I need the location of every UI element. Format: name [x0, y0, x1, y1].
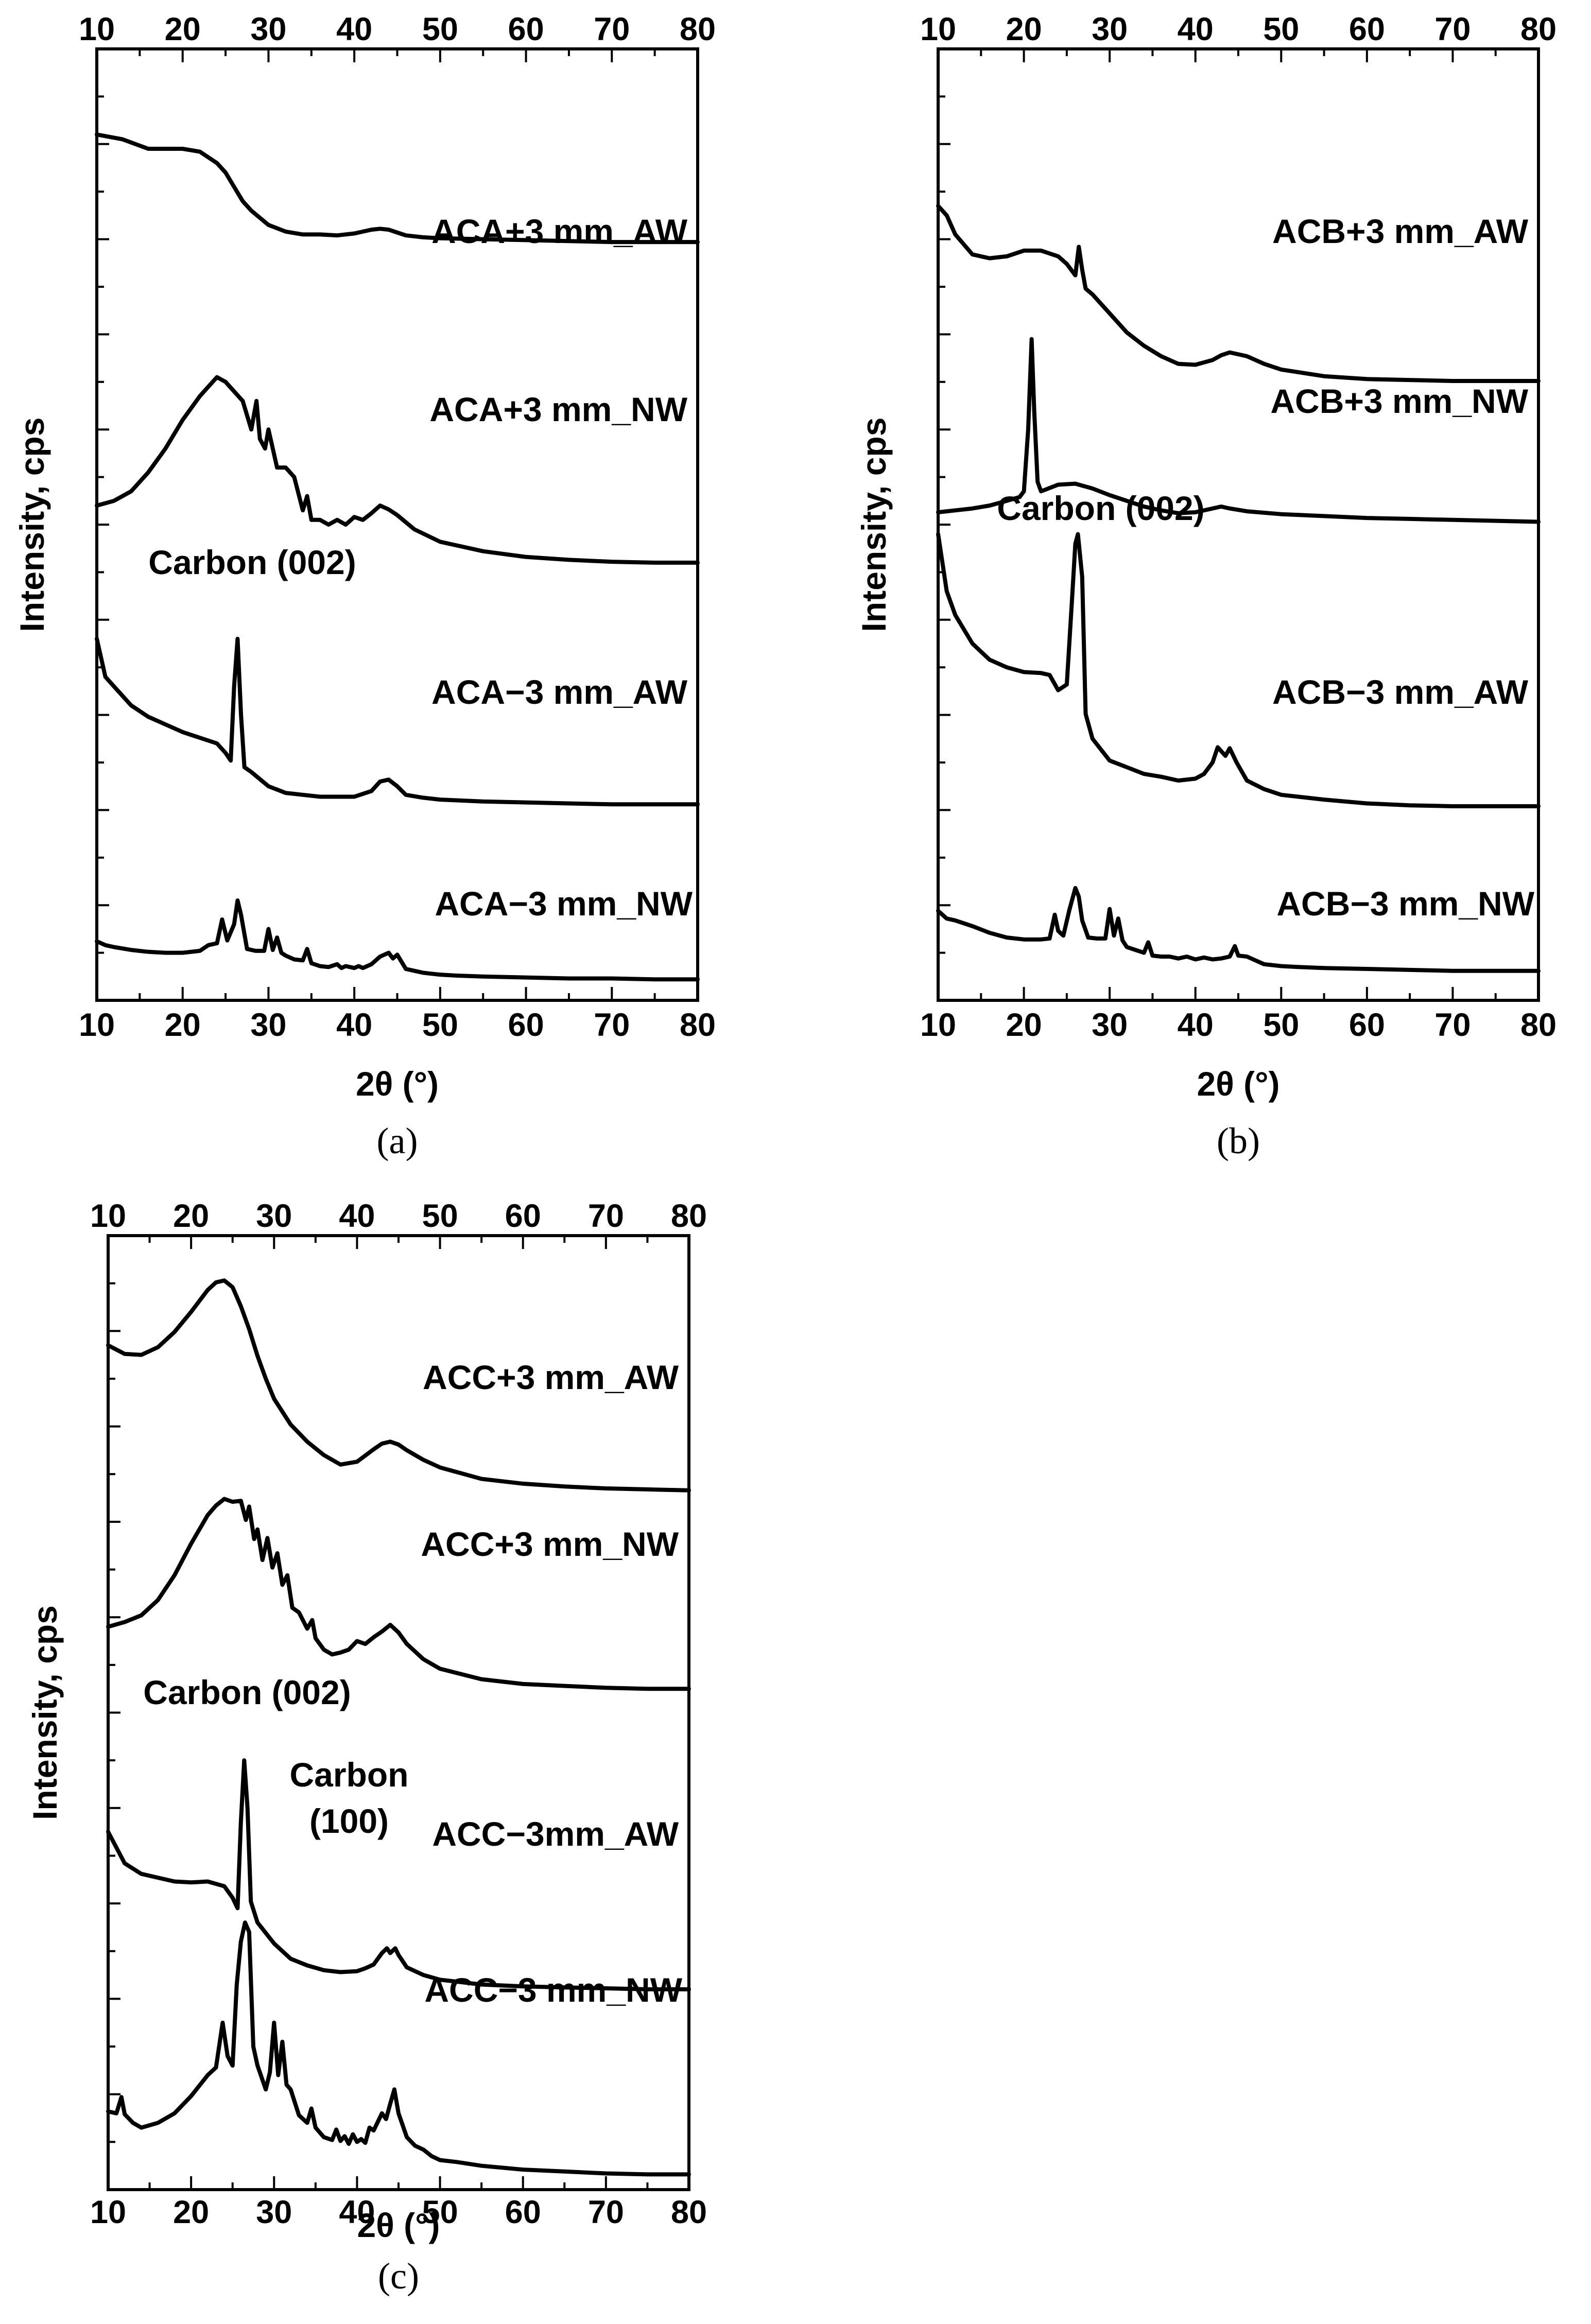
- series-label: ACA+3 mm_AW: [431, 212, 688, 250]
- series-label: ACA+3 mm_NW: [429, 390, 687, 428]
- series-line: [95, 132, 700, 245]
- x-tick-label-top: 40: [336, 11, 372, 47]
- panel-c: 10 10 20 20 30 30 40 40 50 50 60 60 70 70 80 80 2θ (°) In…: [26, 1198, 707, 2297]
- x-tick-label-bottom: 50: [1263, 1007, 1299, 1043]
- panel-label: (c): [378, 2256, 419, 2297]
- x-axis-title: 2θ (°): [356, 1065, 439, 1103]
- y-axis-title: Intensity, cps: [26, 1605, 64, 1820]
- x-tick-label-top: 40: [1178, 11, 1214, 47]
- series-label: ACB+3 mm_AW: [1272, 212, 1529, 250]
- x-tick-label-bottom: 10: [920, 1007, 956, 1043]
- panel-label: (b): [1217, 1120, 1260, 1161]
- x-tick-label-bottom: 20: [173, 2194, 209, 2230]
- y-axis-title: Intensity, cps: [855, 418, 893, 632]
- peak-annotation: Carbon (002): [997, 489, 1204, 527]
- x-tick-label-bottom: 30: [256, 2194, 292, 2230]
- x-tick-label-bottom: 60: [505, 2194, 541, 2230]
- series-line: [106, 1920, 691, 2177]
- x-tick-label-top: 20: [165, 11, 201, 47]
- peak-annotation: (100): [309, 1802, 389, 1840]
- series-label: ACB−3 mm_AW: [1272, 673, 1529, 711]
- x-tick-label-bottom: 60: [508, 1007, 544, 1043]
- x-tick-label-bottom: 20: [165, 1007, 201, 1043]
- x-tick-label-top: 20: [1006, 11, 1042, 47]
- series-label: ACC−3 mm_NW: [424, 1971, 682, 2009]
- panel-b: 10 10 20 20 30 30 40 40 50 50 60 60 70 70 80 80 2θ (°) In…: [855, 11, 1557, 1161]
- x-tick-label-top: 50: [422, 1198, 458, 1234]
- x-tick-label-bottom: 30: [250, 1007, 286, 1043]
- x-tick-label-bottom: 40: [339, 2194, 375, 2230]
- series-line: [106, 1758, 691, 1991]
- series-label: ACB−3 mm_NW: [1276, 884, 1534, 923]
- series-line: [936, 886, 1541, 973]
- x-tick-label-bottom: 30: [1092, 1007, 1128, 1043]
- x-tick-label-top: 50: [422, 11, 458, 47]
- series-label: ACB+3 mm_NW: [1270, 382, 1528, 420]
- x-tick-label-bottom: 20: [1006, 1007, 1042, 1043]
- series-label: ACC−3mm_AW: [432, 1815, 679, 1853]
- x-axis-title: 2θ (°): [1197, 1065, 1279, 1103]
- series-line: [95, 636, 700, 807]
- x-tick-label-bottom: 70: [588, 2194, 624, 2230]
- x-tick-label-top: 80: [671, 1198, 707, 1234]
- x-tick-label-top: 70: [588, 1198, 624, 1234]
- plot-frame: [95, 47, 699, 1002]
- x-tick-label-top: 60: [1349, 11, 1385, 47]
- x-tick-label-top: 80: [680, 11, 716, 47]
- x-tick-label-bottom: 40: [336, 1007, 372, 1043]
- x-tick-label-bottom: 80: [671, 2194, 707, 2230]
- peak-annotation: Carbon (002): [143, 1673, 351, 1711]
- x-tick-label-top: 10: [920, 11, 956, 47]
- x-tick-label-top: 30: [250, 11, 286, 47]
- x-tick-label-top: 30: [256, 1198, 292, 1234]
- series-line: [106, 1497, 691, 1691]
- x-tick-label-bottom: 50: [422, 2194, 458, 2230]
- x-tick-label-top: 60: [505, 1198, 541, 1234]
- x-tick-label-top: 50: [1263, 11, 1299, 47]
- series-line: [95, 898, 700, 982]
- series-line: [95, 375, 700, 565]
- series-line: [936, 203, 1541, 383]
- x-tick-label-top: 80: [1520, 11, 1557, 47]
- y-axis-title: Intensity, cps: [13, 418, 51, 632]
- x-tick-label-top: 10: [90, 1198, 126, 1234]
- x-tick-label-bottom: 70: [594, 1007, 630, 1043]
- x-axis-title: 2θ (°): [357, 2206, 440, 2244]
- series-label: ACC+3 mm_NW: [421, 1525, 679, 1563]
- x-tick-label-bottom: 80: [1520, 1007, 1557, 1043]
- x-tick-label-top: 70: [1434, 11, 1471, 47]
- x-tick-label-bottom: 50: [422, 1007, 458, 1043]
- x-tick-label-bottom: 70: [1434, 1007, 1471, 1043]
- x-tick-label-bottom: 40: [1178, 1007, 1214, 1043]
- x-tick-label-top: 40: [339, 1198, 375, 1234]
- x-tick-label-bottom: 10: [90, 2194, 126, 2230]
- x-tick-label-bottom: 60: [1349, 1007, 1385, 1043]
- series-line: [936, 337, 1541, 524]
- x-tick-label-top: 30: [1092, 11, 1128, 47]
- x-tick-label-top: 60: [508, 11, 544, 47]
- series-label: ACA−3 mm_AW: [431, 673, 688, 711]
- x-tick-label-bottom: 80: [680, 1007, 716, 1043]
- series-label: ACC+3 mm_AW: [423, 1358, 679, 1396]
- panel-label: (a): [377, 1120, 418, 1161]
- x-tick-label-bottom: 10: [79, 1007, 115, 1043]
- x-tick-label-top: 10: [79, 11, 115, 47]
- peak-annotation: Carbon (002): [148, 543, 356, 581]
- x-tick-label-top: 70: [594, 11, 630, 47]
- series-line: [936, 532, 1541, 808]
- x-tick-label-top: 20: [173, 1198, 209, 1234]
- panel-a: 10 10 20 20 30 30 40 40 50 50 60 60 70 70 80 80 2θ (°) In…: [13, 11, 716, 1161]
- series-label: ACA−3 mm_NW: [435, 884, 693, 923]
- series-line: [106, 1278, 691, 1493]
- peak-annotation: Carbon: [290, 1756, 409, 1794]
